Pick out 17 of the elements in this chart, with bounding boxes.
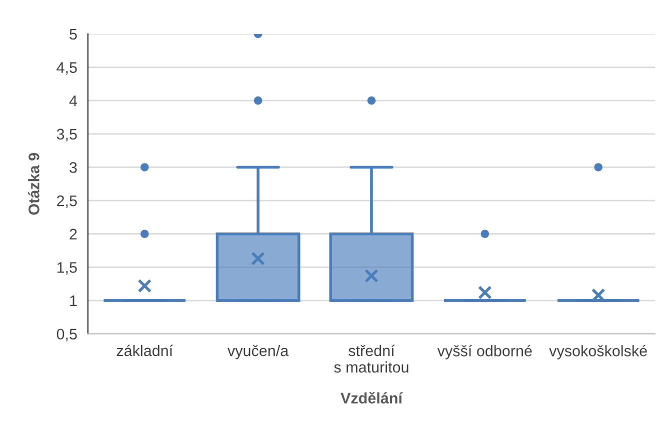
y-tick-label: 1,5 [57,262,77,275]
y-tick-label: 5 [70,28,77,40]
y-tick-label: 4 [69,96,78,106]
x-tick-label: střední s maturitou [334,344,408,373]
y-tick-label: 0,5 [56,328,77,342]
x-tick-label: vysokoškolské [549,344,647,360]
x-tick-label: vyučen/a [228,344,289,360]
y-tick-label: 1 [70,296,77,306]
x-tick-label: základní [116,344,174,356]
y-tick-label: 3 [70,162,77,173]
y-tick-label: 3,5 [56,128,77,142]
y-tick-label: 4,5 [56,62,77,75]
y-tick-label: 2,5 [57,195,77,208]
y-axis-title: Otázka 9 [28,153,40,215]
x-axis-title: Vzdělání [340,392,403,404]
x-tick-label: vyšší odborné [437,344,532,360]
y-tick-label: 2 [70,228,77,240]
